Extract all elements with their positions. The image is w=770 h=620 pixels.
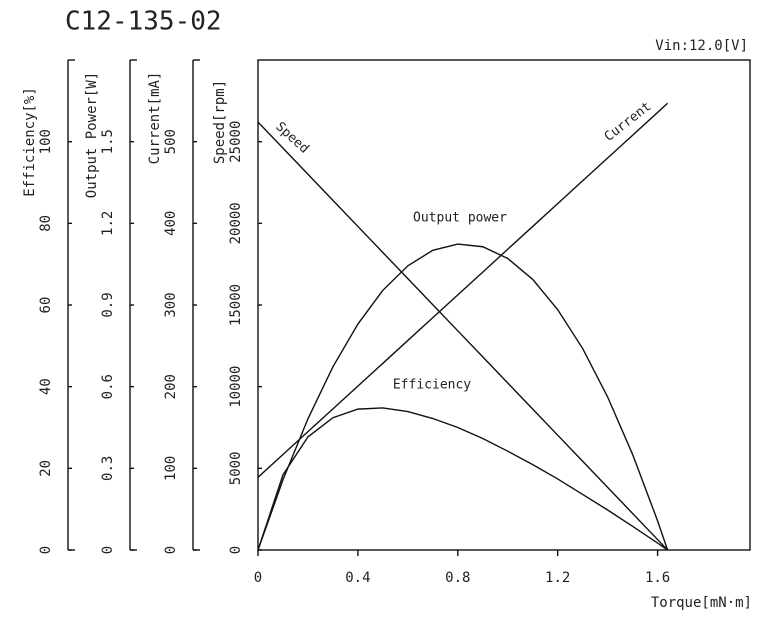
chart-subtitle: Vin:12.0[V] (655, 38, 748, 54)
y-axis-title: Output Power[W] (84, 72, 100, 198)
y-tick-label: 80 (38, 215, 54, 232)
y-axis-title: Efficiency[%] (22, 87, 38, 197)
chart-title: C12-135-02 (65, 7, 222, 37)
y-tick-label: 200 (163, 374, 179, 399)
series-label: Efficiency (393, 378, 471, 393)
y-tick-label: 1.2 (100, 211, 116, 236)
y-tick-label: 400 (163, 211, 179, 236)
y-tick-label: 100 (163, 456, 179, 481)
x-axis-label: Torque[mN·m] (651, 595, 752, 611)
y-tick-label: 1.5 (100, 129, 116, 154)
y-tick-label: 25000 (228, 121, 244, 163)
x-tick-label: 1.6 (645, 570, 670, 586)
series-line (257, 243, 669, 551)
series-line (257, 407, 668, 551)
y-axis-title: Current[mA] (147, 72, 163, 165)
y-tick-label: 300 (163, 292, 179, 317)
y-tick-label: 0.3 (100, 456, 116, 481)
y-tick-label: 0 (100, 546, 116, 554)
series-line (257, 121, 669, 551)
y-tick-label: 5000 (228, 451, 244, 485)
y-tick-label: 40 (38, 378, 54, 395)
series-label: Speed (272, 119, 311, 156)
y-tick-label: 0 (163, 546, 179, 554)
x-tick-label: 0.8 (445, 570, 470, 586)
x-tick-label: 1.2 (545, 570, 570, 586)
y-tick-label: 15000 (228, 284, 244, 326)
y-axis-title: Speed[rpm] (212, 80, 228, 164)
y-tick-label: 0.9 (100, 292, 116, 317)
y-tick-label: 60 (38, 297, 54, 314)
series-line (257, 102, 669, 478)
y-tick-label: 100 (38, 129, 54, 154)
y-tick-label: 0.6 (100, 374, 116, 399)
y-tick-label: 20000 (228, 202, 244, 244)
y-tick-label: 20 (38, 460, 54, 477)
x-tick-label: 0 (254, 570, 262, 586)
y-tick-label: 0 (228, 546, 244, 554)
y-tick-label: 500 (163, 129, 179, 154)
plot-frame (257, 59, 751, 551)
x-tick-label: 0.4 (345, 570, 370, 586)
series-label: Output power (413, 211, 507, 226)
y-tick-label: 10000 (228, 366, 244, 408)
y-tick-label: 0 (38, 546, 54, 554)
